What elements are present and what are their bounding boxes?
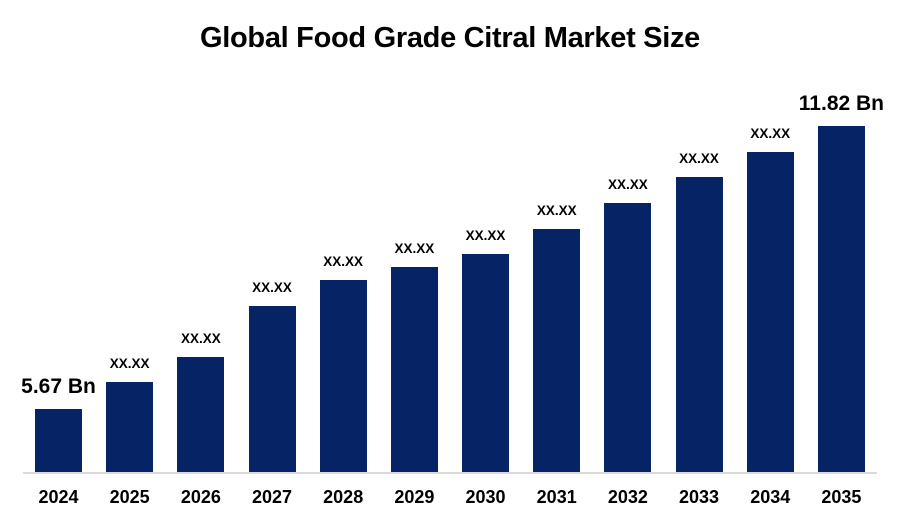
- bar-value-label-2025: XX.XX: [109, 356, 150, 371]
- bar-value-label-2027: XX.XX: [252, 280, 292, 295]
- bar-column-2026: XX.XX: [177, 331, 225, 472]
- bar-value-label-2033: XX.XX: [679, 151, 719, 166]
- bar-2024: [35, 408, 82, 472]
- bar-column-2035: 11.82 Bn: [799, 93, 884, 472]
- x-axis-label-2035: 2035: [821, 487, 862, 507]
- x-axis-label-2026: 2026: [180, 487, 221, 507]
- x-axis-label-2033: 2033: [679, 487, 720, 507]
- bar-value-label-2030: XX.XX: [465, 228, 506, 243]
- bar-2029: [390, 266, 438, 472]
- bar-value-label-2026: XX.XX: [180, 331, 221, 346]
- x-axis-label-2024: 2024: [38, 487, 79, 507]
- bar-2034: [746, 151, 794, 472]
- bar-value-label-2032: XX.XX: [607, 177, 648, 192]
- bar-value-label-2035: 11.82 Bn: [798, 91, 885, 115]
- x-axis-label-2027: 2027: [251, 487, 293, 507]
- bar-2027: [248, 305, 296, 472]
- x-axis-label-2028: 2028: [323, 487, 364, 507]
- bar-column-2032: XX.XX: [604, 177, 652, 472]
- bar-column-2030: XX.XX: [462, 228, 510, 472]
- bar-2033: [675, 176, 723, 472]
- bar-2028: [319, 279, 367, 472]
- bar-2035: [817, 125, 865, 472]
- bar-column-2025: XX.XX: [106, 356, 154, 472]
- bar-column-2027: XX.XX: [248, 280, 296, 472]
- bar-value-label-2028: XX.XX: [323, 254, 364, 269]
- bar-value-label-2034: XX.XX: [750, 126, 791, 141]
- x-axis-label-2034: 2034: [750, 487, 791, 507]
- bar-column-2028: XX.XX: [319, 254, 367, 472]
- bars-group: 5.67 Bn XX.XX XX.XX XX.XX XX.XX XX.XX XX.XX XX.…: [21, 93, 884, 472]
- x-axis-label-2029: 2029: [394, 487, 435, 507]
- x-axis-label-2025: 2025: [109, 487, 150, 507]
- bar-2032: [604, 202, 652, 472]
- bar-column-2029: XX.XX: [390, 241, 438, 472]
- x-axis-label-2030: 2030: [465, 487, 506, 507]
- bar-column-2024: 5.67 Bn: [21, 376, 96, 472]
- x-axis-labels: 2024 2025 2026 2027 2028 2029 2030 2031 2032 2033…: [35, 487, 865, 508]
- bar-value-label-2029: XX.XX: [394, 241, 435, 256]
- chart-title: Global Food Grade Citral Market Size: [199, 22, 701, 54]
- bar-column-2031: XX.XX: [533, 203, 581, 472]
- bar-2031: [533, 228, 581, 472]
- bar-value-label-2024: 5.67 Bn: [21, 374, 96, 398]
- x-axis-label-2031: 2031: [536, 487, 577, 507]
- bar-column-2034: XX.XX: [746, 126, 794, 472]
- x-axis-label-2032: 2032: [607, 487, 648, 507]
- bar-value-label-2031: XX.XX: [536, 203, 577, 218]
- bar-2025: [106, 381, 154, 472]
- bar-column-2033: XX.XX: [675, 151, 723, 472]
- bar-2026: [177, 356, 225, 472]
- bar-2030: [462, 253, 510, 472]
- x-axis-line: [23, 471, 877, 474]
